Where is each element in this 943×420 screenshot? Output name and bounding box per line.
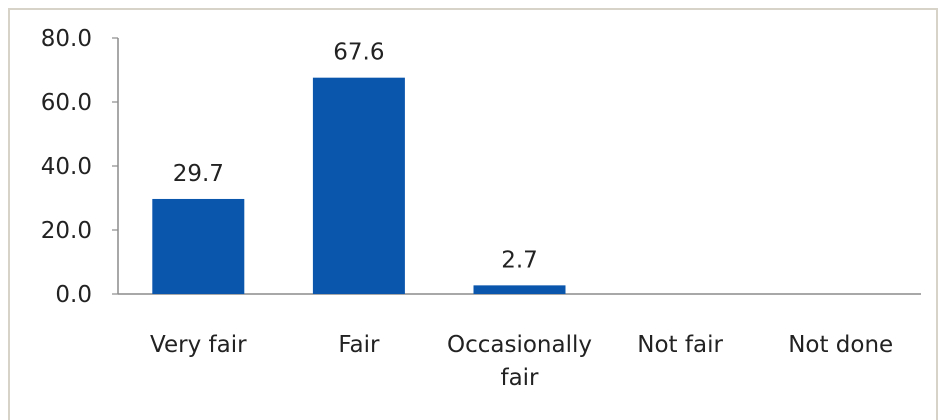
- data-label: 29.7: [173, 161, 224, 187]
- category-label: Not done: [788, 332, 893, 358]
- data-label: 2.7: [501, 247, 538, 273]
- category-label: Not fair: [637, 332, 723, 358]
- category-label: Occasionally: [447, 332, 592, 358]
- category-label: Very fair: [150, 332, 247, 358]
- y-tick-label: 40.0: [41, 154, 92, 180]
- y-tick-label: 60.0: [41, 90, 92, 116]
- data-label: 67.6: [333, 40, 384, 66]
- category-label: fair: [500, 365, 539, 391]
- y-tick-label: 20.0: [41, 218, 92, 244]
- bars: [152, 77, 566, 295]
- bar: [312, 77, 405, 295]
- bar: [152, 198, 245, 294]
- category-label: Fair: [338, 332, 380, 358]
- category-labels: Very fair Fair Occasionally fair Not fair Not…: [150, 332, 893, 391]
- data-labels: 29.7 67.6 2.7: [173, 40, 538, 274]
- y-tick-label: 0.0: [55, 282, 92, 308]
- y-axis: 0.0 20.0 40.0 60.0 80.0: [41, 26, 119, 308]
- bar: [473, 285, 566, 294]
- y-tick-label: 80.0: [41, 26, 92, 52]
